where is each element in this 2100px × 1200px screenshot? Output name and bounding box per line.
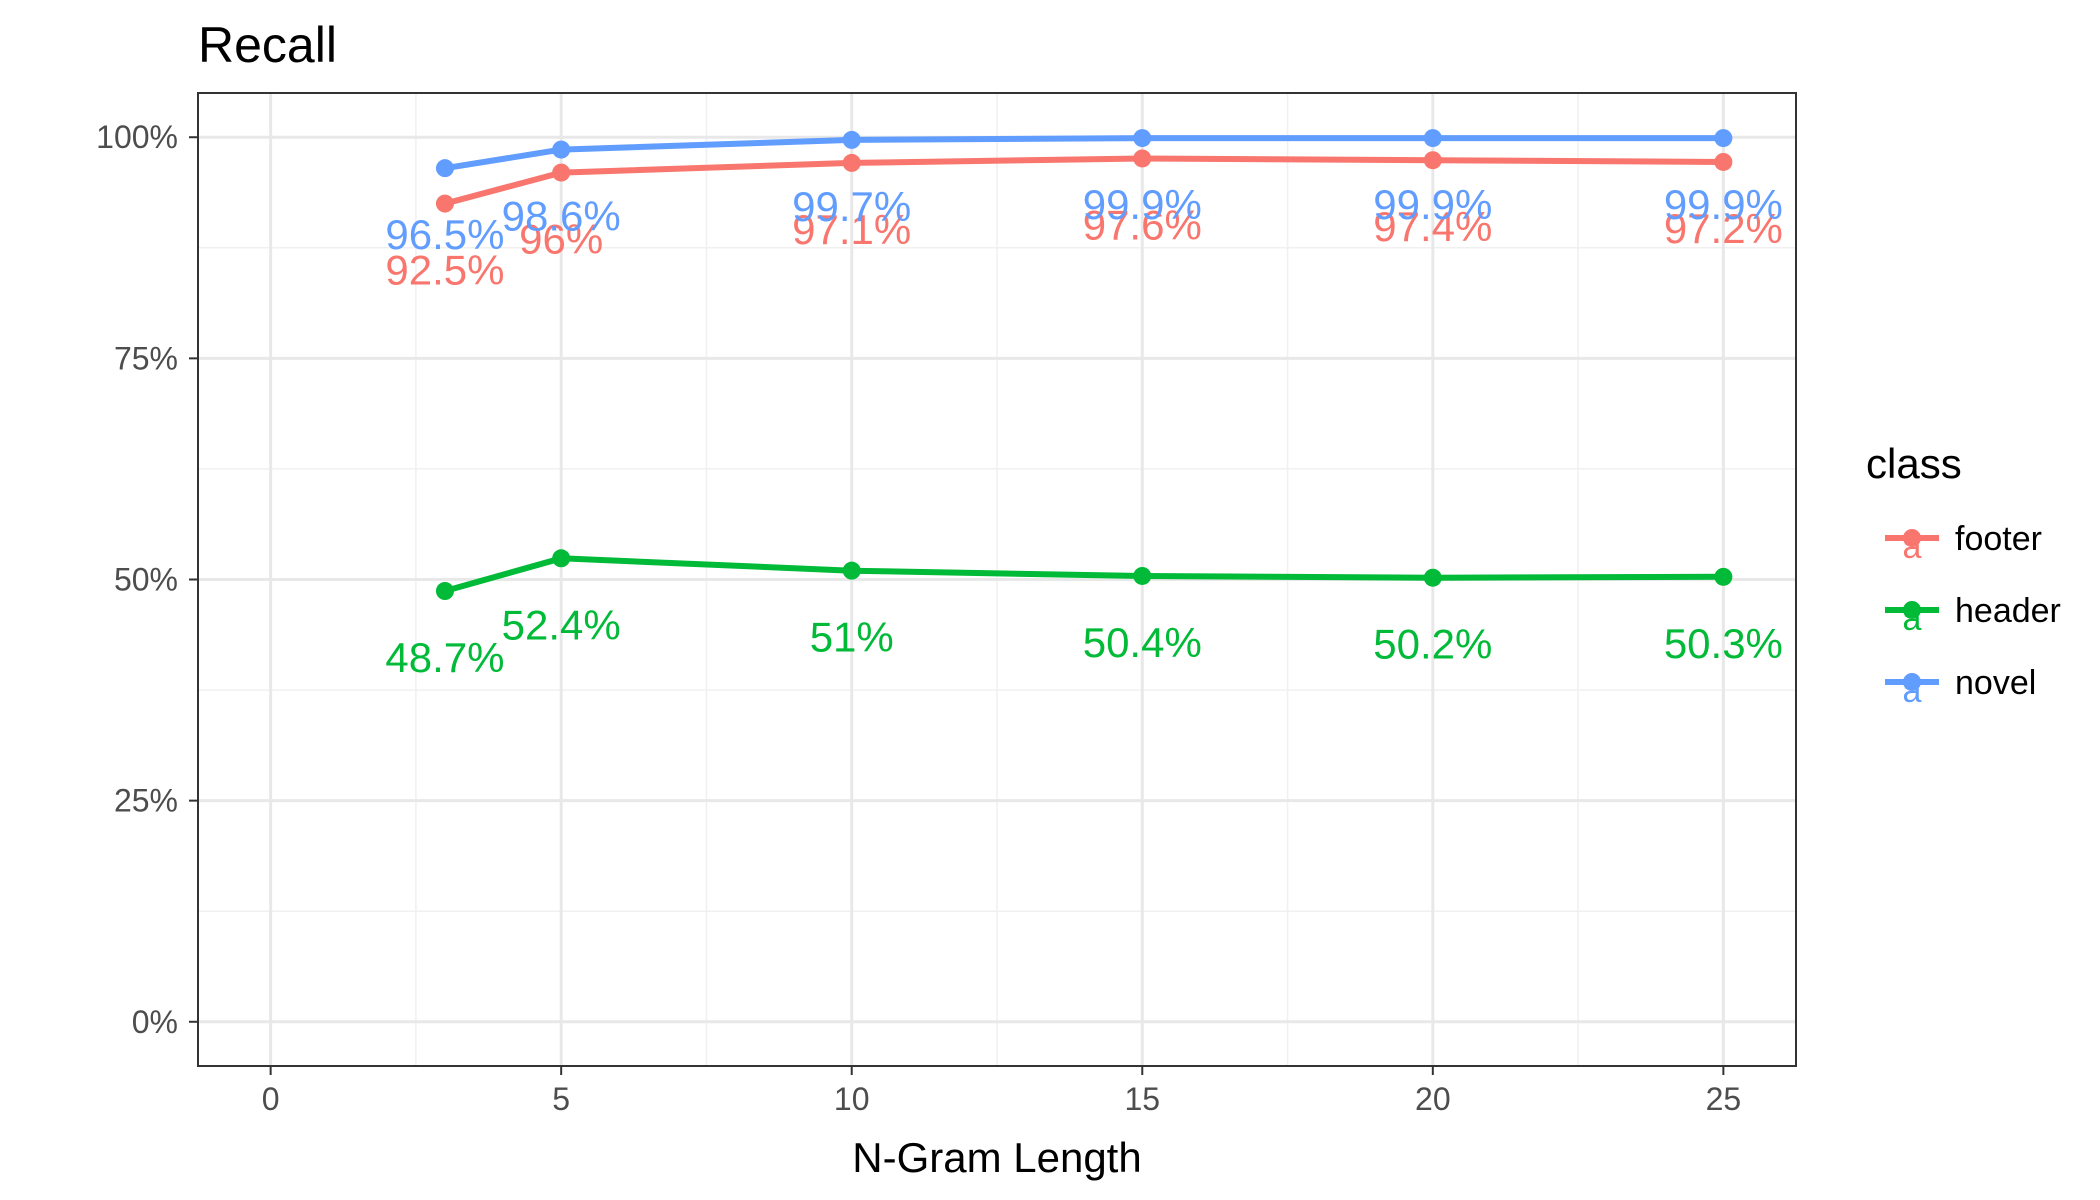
- data-point-novel: [1714, 129, 1733, 148]
- data-label-header: 50.2%: [1373, 621, 1492, 668]
- data-point-header: [1423, 568, 1442, 587]
- y-tick-label: 100%: [96, 119, 178, 155]
- series-lines: [442, 135, 1727, 594]
- data-point-footer: [1423, 151, 1442, 170]
- legend-title: class: [1866, 440, 1962, 487]
- data-label-header: 48.7%: [385, 634, 504, 681]
- data-point-footer: [552, 163, 571, 182]
- legend-key-point-header: [1903, 601, 1921, 619]
- series-line-novel: [442, 135, 1727, 172]
- x-tick-label: 25: [1706, 1081, 1742, 1117]
- data-point-novel: [842, 130, 861, 149]
- legend-label-footer: footer: [1955, 520, 2042, 558]
- data-label-header: 50.3%: [1664, 620, 1783, 667]
- data-point-novel: [1133, 129, 1152, 148]
- x-tick-label: 15: [1124, 1081, 1160, 1117]
- axis-ticks: [189, 136, 1725, 1075]
- x-tick-label: 0: [262, 1081, 280, 1117]
- data-point-footer: [1714, 152, 1733, 171]
- data-point-header: [1714, 567, 1733, 586]
- data-label-footer: 92.5%: [385, 247, 504, 294]
- data-label-novel: 99.9%: [1083, 181, 1202, 228]
- data-label-novel: 99.9%: [1373, 181, 1492, 228]
- tick-labels: 0 5 10 15 20 25 0% 25% 50% 75% 100%: [96, 119, 1741, 1117]
- legend-key-glyph-footer: a: [1903, 528, 1922, 566]
- series-points: [435, 129, 1733, 600]
- y-tick-label: 25%: [114, 783, 178, 819]
- legend-label-header: header: [1955, 592, 2061, 630]
- data-point-header: [842, 561, 861, 580]
- data-point-footer: [842, 153, 861, 172]
- y-tick-label: 0%: [132, 1004, 178, 1040]
- data-label-novel: 98.6%: [502, 193, 621, 240]
- x-axis-title: N-Gram Length: [852, 1134, 1141, 1181]
- data-label-footer: 97.2%: [1664, 205, 1783, 252]
- data-point-novel: [552, 140, 571, 159]
- data-label-footer: 97.6%: [1083, 201, 1202, 248]
- y-tick-label: 75%: [114, 340, 178, 376]
- data-point-header: [552, 549, 571, 568]
- chart-title: Recall: [198, 17, 337, 73]
- x-tick-label: 10: [834, 1081, 870, 1117]
- x-tick-label: 20: [1415, 1081, 1451, 1117]
- data-point-novel: [435, 159, 454, 178]
- legend-key-glyph-novel: a: [1903, 672, 1922, 710]
- legend-key-point-novel: [1903, 673, 1921, 691]
- data-label-novel: 96.5%: [385, 211, 504, 258]
- data-label-header: 52.4%: [502, 601, 621, 648]
- data-point-footer: [435, 194, 454, 213]
- data-label-header: 51%: [810, 614, 894, 661]
- legend-label-novel: novel: [1955, 664, 2036, 702]
- legend-key-glyph-header: a: [1903, 600, 1922, 638]
- data-label-footer: 97.1%: [792, 206, 911, 253]
- x-tick-label: 5: [552, 1081, 570, 1117]
- data-point-footer: [1133, 149, 1152, 168]
- data-label-novel: 99.9%: [1664, 181, 1783, 228]
- y-tick-label: 50%: [114, 562, 178, 598]
- series-line-footer: [442, 155, 1727, 207]
- data-label-novel: 99.7%: [792, 183, 911, 230]
- data-point-novel: [1423, 129, 1442, 148]
- data-label-footer: 96%: [519, 216, 603, 263]
- legend-key-point-footer: [1903, 529, 1921, 547]
- data-label-footer: 97.4%: [1373, 203, 1492, 250]
- data-point-header: [1133, 566, 1152, 585]
- series-line-header: [442, 555, 1727, 594]
- data-label-header: 50.4%: [1083, 619, 1202, 666]
- data-point-header: [435, 581, 454, 600]
- data-labels: 92.5% 96% 97.1% 97.6% 97.4% 97.2% 48.7%52.4% 51…: [385, 181, 1782, 681]
